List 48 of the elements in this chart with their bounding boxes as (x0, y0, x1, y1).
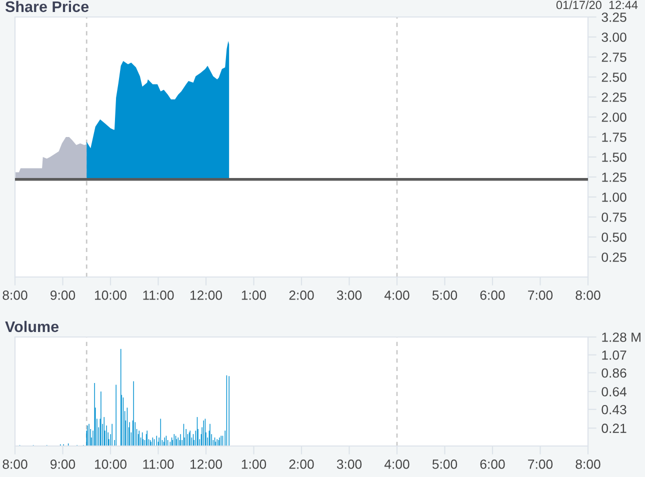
y-tick-label: 1.07 (602, 350, 626, 360)
x-tick-label: 9:00 (50, 460, 76, 469)
chart-title: Volume (5, 320, 59, 332)
x-tick-label: 2:00 (289, 290, 314, 300)
y-tick-label: 0.64 (602, 387, 626, 396)
x-tick-label: 4:00 (384, 460, 410, 469)
x-tick-label: 10:00 (95, 460, 126, 469)
y-tick-label: 0.25 (602, 252, 626, 262)
x-tick-label: 1:00 (242, 290, 266, 300)
x-tick-label: 3:00 (336, 290, 362, 300)
x-tick-label: 5:00 (432, 290, 458, 300)
y-tick-label: 2.75 (602, 52, 626, 62)
y-tick-label: 0.21 (602, 424, 626, 434)
y-tick-label: 1.28 M (602, 332, 640, 342)
y-tick-label: 2.50 (602, 72, 626, 82)
x-tick-label: 2:00 (289, 460, 314, 469)
y-tick-label: 1.75 (602, 132, 626, 142)
y-tick-label: 1.50 (602, 152, 626, 162)
x-tick-label: 11:00 (143, 460, 174, 469)
y-tick-label: 0.50 (602, 232, 626, 242)
x-tick-label: 8:00 (2, 460, 28, 469)
x-tick-label: 1:00 (242, 460, 266, 469)
x-tick-label: 7:00 (528, 290, 553, 300)
x-tick-label: 11:00 (143, 290, 174, 300)
x-tick-label: 4:00 (384, 290, 410, 300)
text: 01/17/20 12:44 (556, 0, 638, 10)
chart-title: Share Price (5, 0, 89, 12)
x-tick-label: 12:00 (190, 460, 222, 469)
y-tick-label: 1.00 (602, 192, 626, 202)
y-tick-label: 0.75 (602, 212, 626, 222)
y-tick-label: 2.25 (602, 92, 626, 102)
y-tick-label: 0.86 (602, 368, 626, 378)
x-tick-label: 10:00 (95, 290, 126, 300)
y-tick-label: 3.25 (602, 12, 626, 22)
x-tick-label: 6:00 (480, 460, 505, 469)
y-tick-label: 1.25 (602, 172, 626, 182)
x-tick-label: 12:00 (190, 290, 222, 300)
x-tick-label: 3:00 (336, 460, 362, 469)
x-tick-label: 8:00 (576, 290, 600, 300)
y-tick-label: 2.00 (602, 112, 626, 122)
x-tick-label: 5:00 (432, 460, 458, 469)
y-tick-label: 0.43 (602, 404, 626, 414)
x-tick-label: 6:00 (480, 290, 505, 300)
x-tick-label: 9:00 (50, 290, 76, 300)
y-tick-label: 3.00 (602, 32, 626, 42)
x-tick-label: 8:00 (576, 460, 600, 469)
x-tick-label: 7:00 (528, 460, 553, 469)
x-tick-label: 8:00 (2, 290, 28, 300)
